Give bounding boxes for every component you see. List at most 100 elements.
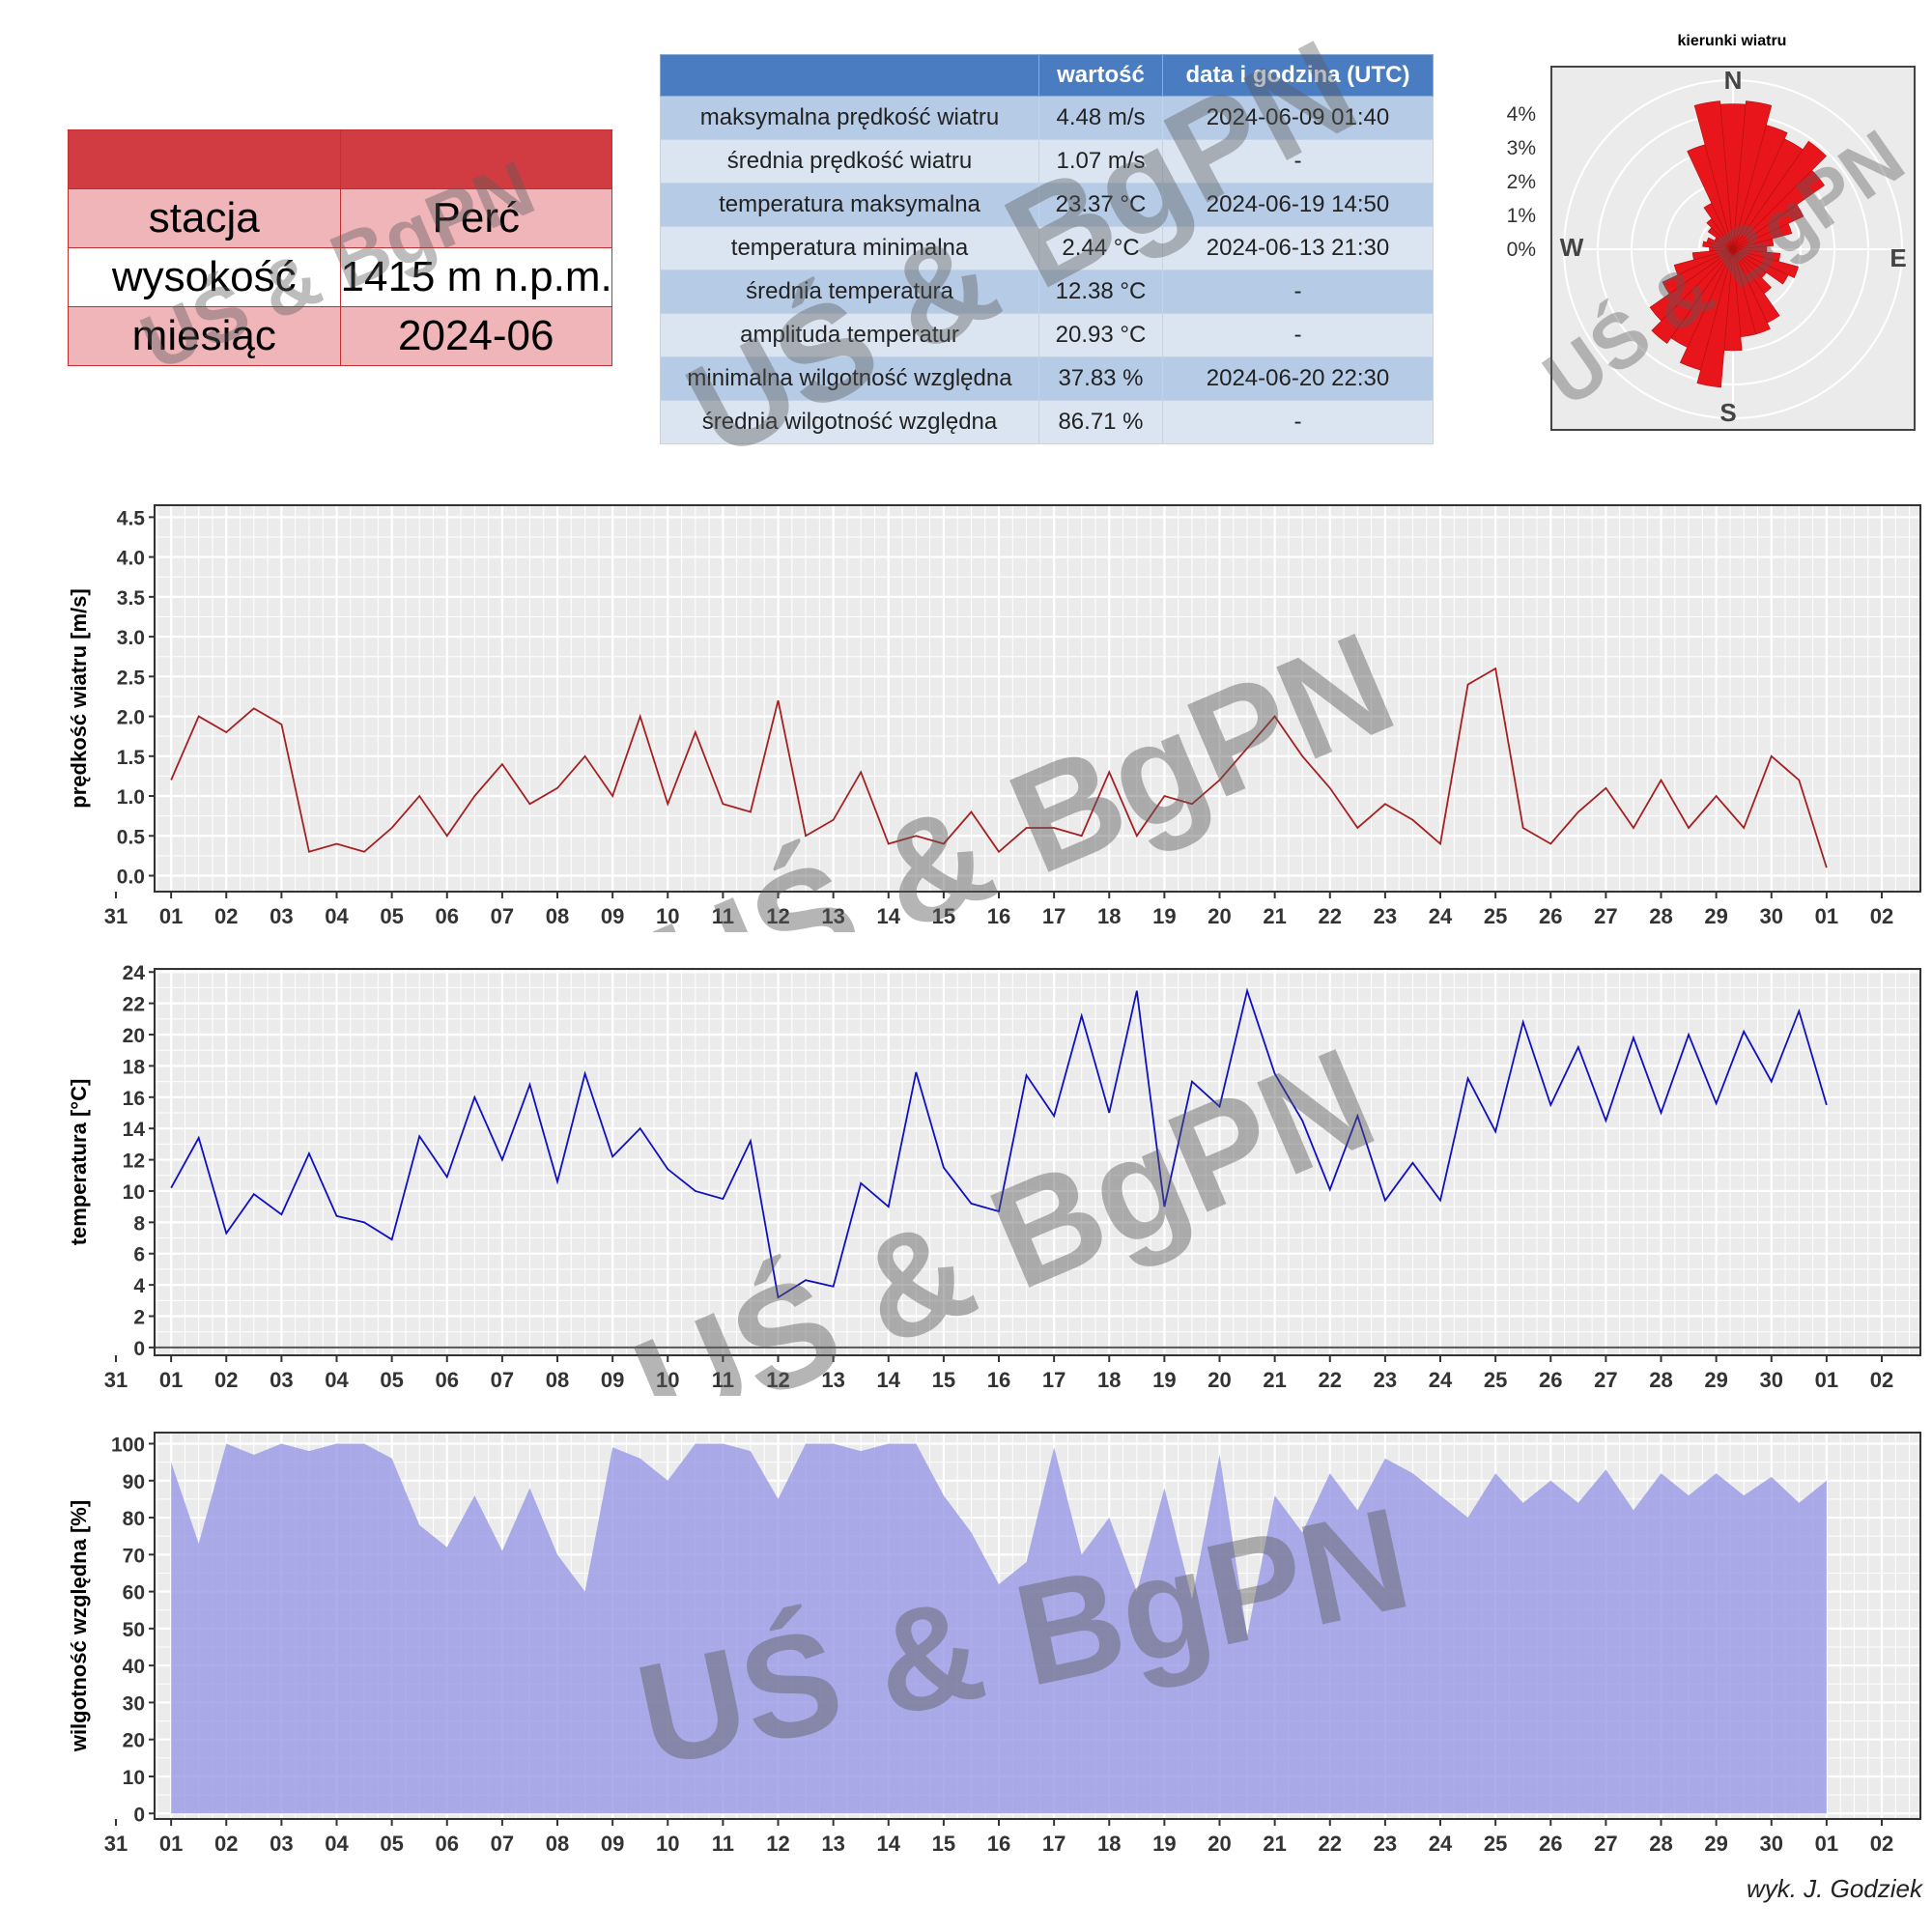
x-tick-label: 23 [1374,1368,1397,1392]
x-tick-label: 20 [1208,1832,1231,1856]
x-tick-label: 01 [1815,904,1838,928]
y-tick-label: 0 [133,1338,145,1360]
x-tick-label: 10 [656,1832,679,1856]
rose-wedge [1691,248,1734,261]
x-tick-label: 01 [159,1832,183,1856]
rose-radial-tick: 2% [1507,171,1536,193]
x-tick-label: 12 [766,1368,789,1392]
x-tick-label: 10 [656,904,679,928]
x-tick-label: 16 [987,1832,1010,1856]
x-tick-label: 12 [766,904,789,928]
x-tick-label: 05 [380,1368,403,1392]
altitude-row: wysokość 1415 m n.p.m. [68,247,612,307]
y-tick-label: 8 [133,1212,145,1235]
rose-direction-label: E [1889,243,1906,272]
x-tick-label: 14 [877,904,901,928]
x-tick-label: 14 [877,1368,901,1392]
stats-body: maksymalna prędkość wiatru 4.48 m/s 2024-0… [660,96,1434,444]
y-tick-label: 0.5 [117,826,146,848]
x-tick-label: 01 [159,1368,183,1392]
x-tick-label: 29 [1704,904,1727,928]
station-label: stacja [68,188,341,248]
x-tick-label: 29 [1704,1832,1727,1856]
x-tick-label: 15 [932,1832,955,1856]
y-tick-label: 12 [123,1151,145,1173]
y-tick-label: 10 [123,1181,145,1204]
stats-header-value: wartość [1038,54,1163,97]
stats-cell-name: średnia wilgotność względna [660,400,1039,444]
stats-cell-value: 23.37 °C [1038,183,1163,227]
x-tick-label: 06 [436,904,459,928]
x-tick-label: 04 [325,1832,349,1856]
stats-cell-date: - [1162,270,1434,314]
x-tick-label: 02 [214,904,238,928]
x-tick-label: 11 [712,1832,734,1856]
x-tick-label: 01 [159,904,183,928]
x-tick-label: 16 [987,904,1010,928]
x-tick-label: 30 [1760,904,1783,928]
x-tick-label: 28 [1649,1368,1672,1392]
y-tick-label: 60 [123,1582,145,1605]
x-tick-label: 31 [104,904,128,928]
stats-row: maksymalna prędkość wiatru 4.48 m/s 2024-0… [660,96,1434,140]
stats-header-name [660,54,1039,97]
stats-row: średnia prędkość wiatru 1.07 m/s - [660,139,1434,184]
month-row: miesiąc 2024-06 [68,306,612,366]
x-tick-label: 27 [1594,904,1617,928]
stats-row: średnia wilgotność względna 86.71 % - [660,400,1434,444]
stats-row: temperatura maksymalna 23.37 °C 2024-06-19… [660,183,1434,227]
x-tick-label: 11 [712,904,734,928]
x-tick-label: 02 [214,1832,238,1856]
x-tick-label: 25 [1484,1832,1507,1856]
stats-header-row: wartość data i godzina (UTC) [660,54,1434,97]
stats-cell-value: 20.93 °C [1038,313,1163,357]
x-tick-label: 03 [270,1832,293,1856]
rose-direction-label: W [1560,233,1584,262]
stats-header-date: data i godzina (UTC) [1162,54,1434,97]
stats-cell-name: temperatura maksymalna [660,183,1039,227]
x-tick-label: 07 [491,904,514,928]
rose-direction-label: S [1719,398,1736,427]
stats-cell-name: temperatura minimalna [660,226,1039,270]
x-tick-label: 02 [1870,904,1893,928]
x-tick-label: 17 [1042,904,1065,928]
x-tick-label: 23 [1374,904,1397,928]
x-tick-label: 12 [766,1832,789,1856]
y-tick-label: 2.0 [117,707,145,729]
x-tick-label: 25 [1484,904,1507,928]
stats-cell-name: amplituda temperatur [660,313,1039,357]
stats-cell-date: 2024-06-09 01:40 [1162,96,1434,140]
stats-cell-date: 2024-06-19 14:50 [1162,183,1434,227]
altitude-label: wysokość [68,247,341,307]
rose-radial-tick: 0% [1507,239,1536,261]
x-tick-label: 18 [1097,1832,1121,1856]
y-tick-label: 4.0 [117,548,145,570]
x-tick-label: 29 [1704,1368,1727,1392]
rose-radial-tick: 4% [1507,103,1536,126]
wind-rose-title: kierunki wiatru [1677,33,1787,49]
stats-cell-name: minimalna wilgotność względna [660,356,1039,401]
x-tick-label: 13 [821,1832,844,1856]
y-axis-title: prędkość wiatru [m/s] [67,588,91,808]
x-tick-label: 07 [491,1368,514,1392]
y-tick-label: 100 [111,1434,145,1456]
altitude-value: 1415 m n.p.m. [339,247,612,307]
x-tick-label: 30 [1760,1832,1783,1856]
y-tick-label: 20 [123,1730,145,1752]
x-tick-label: 31 [104,1368,128,1392]
stats-row: amplituda temperatur 20.93 °C - [660,313,1434,357]
rose-radial-tick: 3% [1507,137,1536,159]
rose-wedge [1649,248,1734,322]
x-tick-label: 23 [1374,1832,1397,1856]
y-axis-title: wilgotność względna [%] [67,1500,91,1752]
stats-cell-date: 2024-06-13 21:30 [1162,226,1434,270]
x-tick-label: 08 [546,1368,569,1392]
y-tick-label: 20 [123,1025,145,1047]
x-tick-label: 21 [1263,904,1286,928]
y-tick-label: 6 [133,1244,145,1266]
stats-table: wartość data i godzina (UTC) maksymalna … [660,54,1434,444]
x-tick-label: 02 [1870,1368,1893,1392]
y-tick-label: 24 [123,962,146,984]
x-tick-label: 15 [932,1368,955,1392]
